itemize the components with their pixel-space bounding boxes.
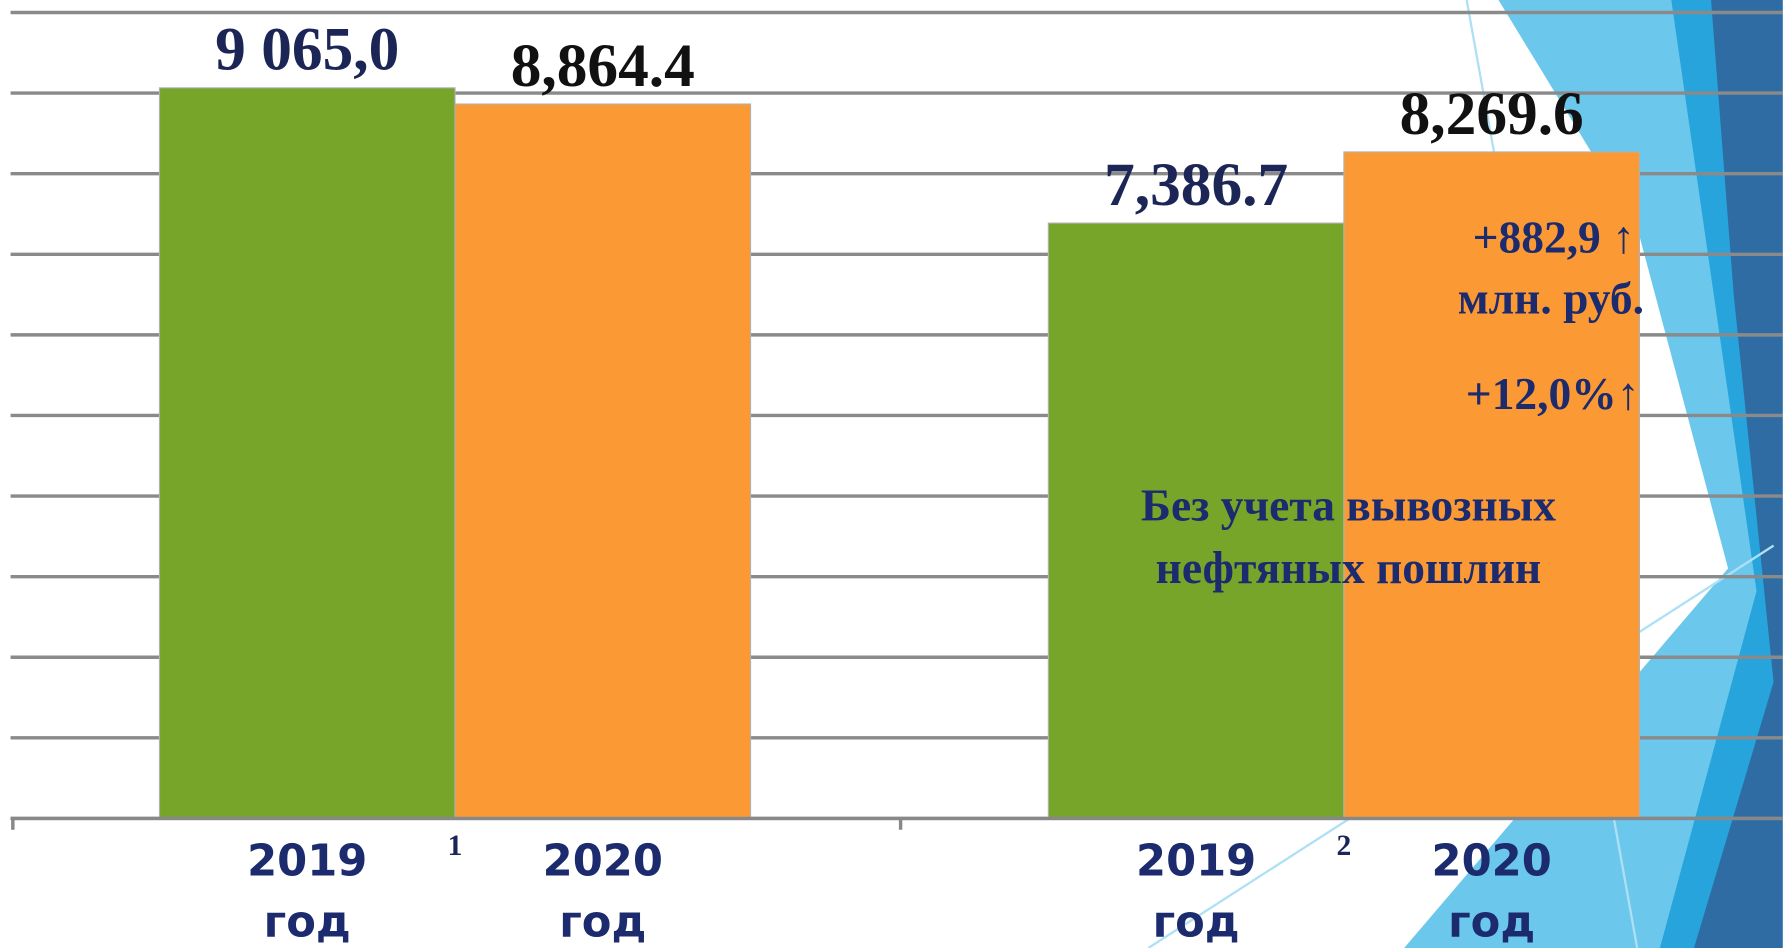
category-label: 2 bbox=[1337, 830, 1352, 862]
series-label-text: 2020 год bbox=[1431, 835, 1552, 947]
value-label: 7,386.7 bbox=[1104, 151, 1288, 219]
series-label-text: 2019 год bbox=[1136, 835, 1257, 947]
annotation: +882,9 ↑ bbox=[1473, 211, 1635, 262]
bar bbox=[1343, 151, 1641, 819]
series-label-text: 2019 год bbox=[247, 835, 368, 947]
annotation: нефтяных пошлин bbox=[1156, 542, 1542, 593]
bar bbox=[454, 103, 752, 819]
value-label: 9 065,0 bbox=[215, 16, 399, 84]
series-label: 2019 год bbox=[247, 835, 368, 947]
annotation: +12,0%↑ bbox=[1466, 368, 1640, 419]
value-label: 8,269.6 bbox=[1400, 80, 1584, 148]
category-label: 1 bbox=[448, 830, 463, 862]
bar bbox=[1047, 222, 1345, 819]
bar bbox=[158, 87, 456, 819]
annotation: млн. руб. bbox=[1458, 273, 1644, 324]
series-label-text: 2020 год bbox=[542, 835, 663, 947]
series-label: 2020 год bbox=[542, 835, 663, 947]
series-label: 2020 год bbox=[1431, 835, 1552, 947]
deco-shape bbox=[1404, 0, 1783, 948]
annotation: Без учета вывозных bbox=[1141, 480, 1556, 531]
series-label: 2019 год bbox=[1136, 835, 1257, 947]
value-label: 8,864.4 bbox=[511, 32, 695, 100]
deco-shape bbox=[1694, 0, 1783, 948]
